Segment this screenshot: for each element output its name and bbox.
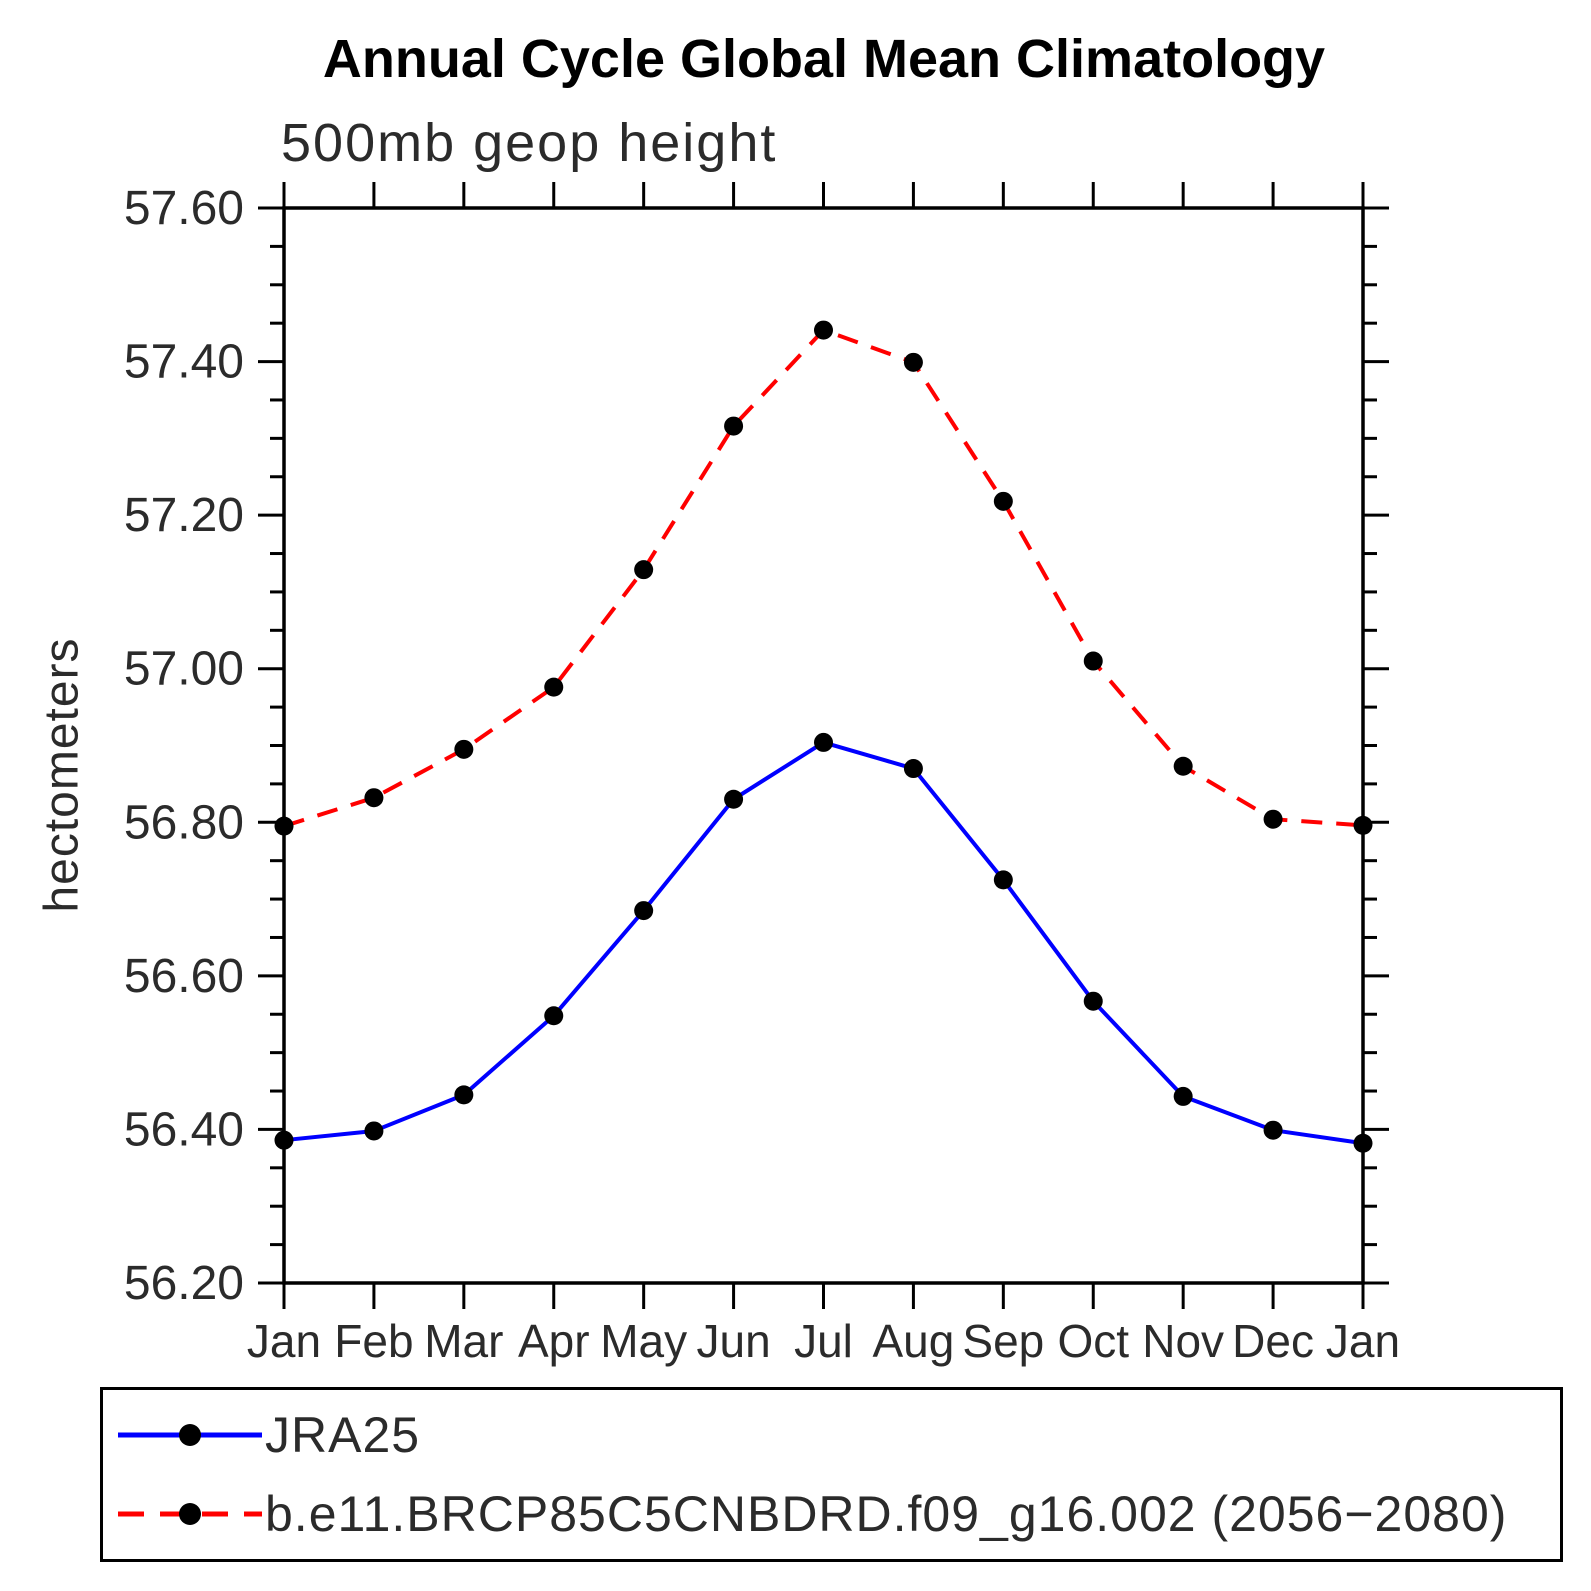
series-line-jra25 (283, 740, 1364, 1146)
y-tick-label: 57.00 (124, 643, 244, 696)
data-point (634, 901, 654, 921)
data-point (1353, 1133, 1373, 1153)
data-point (903, 352, 923, 372)
y-tick-label: 57.60 (124, 182, 244, 235)
x-tick-label: Jul (794, 1315, 853, 1367)
y-tick-label: 56.40 (124, 1103, 244, 1156)
data-point (544, 1006, 564, 1026)
legend: JRA25 b.e11.BRCP85C5CNBDRD.f09_g16.002 (… (100, 1387, 1563, 1562)
data-point (274, 816, 294, 836)
data-point (1263, 1120, 1283, 1140)
legend-item-jra25: JRA25 (115, 1400, 1560, 1470)
x-tick-label: Apr (518, 1315, 590, 1367)
chart-title: Annual Cycle Global Mean Climatology (322, 29, 1326, 89)
x-tick-label: Sep (962, 1315, 1044, 1367)
x-tick-label: May (600, 1315, 687, 1367)
x-tick-label: Jun (696, 1315, 770, 1367)
legend-sample-jra25 (118, 1424, 262, 1447)
x-tick-label: Aug (872, 1315, 954, 1367)
y-tick-label: 56.20 (124, 1257, 244, 1310)
x-tick-label: Mar (424, 1315, 503, 1367)
data-point (1083, 991, 1103, 1011)
x-tick-label: Feb (334, 1315, 413, 1367)
data-point (993, 870, 1013, 890)
x-tick-label: Dec (1232, 1315, 1314, 1367)
data-point (544, 677, 564, 697)
data-point (274, 1130, 294, 1150)
data-point (1353, 815, 1373, 835)
data-point (1173, 756, 1193, 776)
data-point (364, 1121, 384, 1141)
data-point (634, 560, 654, 580)
data-point (1263, 809, 1283, 829)
data-point (724, 789, 744, 809)
data-point (724, 416, 744, 436)
y-tick-label: 57.40 (124, 336, 244, 389)
data-point (903, 759, 923, 779)
data-point (814, 732, 833, 752)
chart-subtitle: 500mb geop height (281, 113, 778, 173)
x-tick-label: Nov (1142, 1315, 1224, 1367)
legend-marker-icon (179, 1424, 201, 1447)
data-point (814, 320, 833, 340)
y-tick-label: 57.20 (124, 489, 244, 542)
data-point (364, 788, 384, 808)
data-point (1173, 1086, 1193, 1106)
data-point (1083, 651, 1103, 671)
data-point (993, 491, 1013, 511)
data-point (454, 739, 474, 759)
x-tick-label: Jan (247, 1315, 321, 1367)
legend-item-model: b.e11.BRCP85C5CNBDRD.f09_g16.002 (2056−2… (115, 1479, 1560, 1549)
legend-label-model: b.e11.BRCP85C5CNBDRD.f09_g16.002 (2056−2… (265, 1485, 1508, 1542)
y-tick-label: 56.80 (124, 796, 244, 849)
x-tick-label: Oct (1057, 1315, 1129, 1367)
y-tick-label: 56.60 (124, 950, 244, 1003)
legend-label-jra25: JRA25 (265, 1407, 421, 1464)
data-point (454, 1085, 474, 1105)
legend-sample-model (118, 1502, 262, 1525)
x-tick-label: Jan (1326, 1315, 1400, 1367)
legend-marker-icon (179, 1502, 201, 1525)
